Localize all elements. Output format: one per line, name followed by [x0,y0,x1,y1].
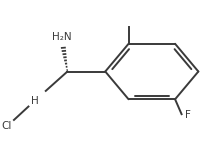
Text: Cl: Cl [2,121,12,131]
Text: H₂N: H₂N [52,32,72,42]
Text: F: F [185,110,191,120]
Text: H: H [31,96,39,106]
